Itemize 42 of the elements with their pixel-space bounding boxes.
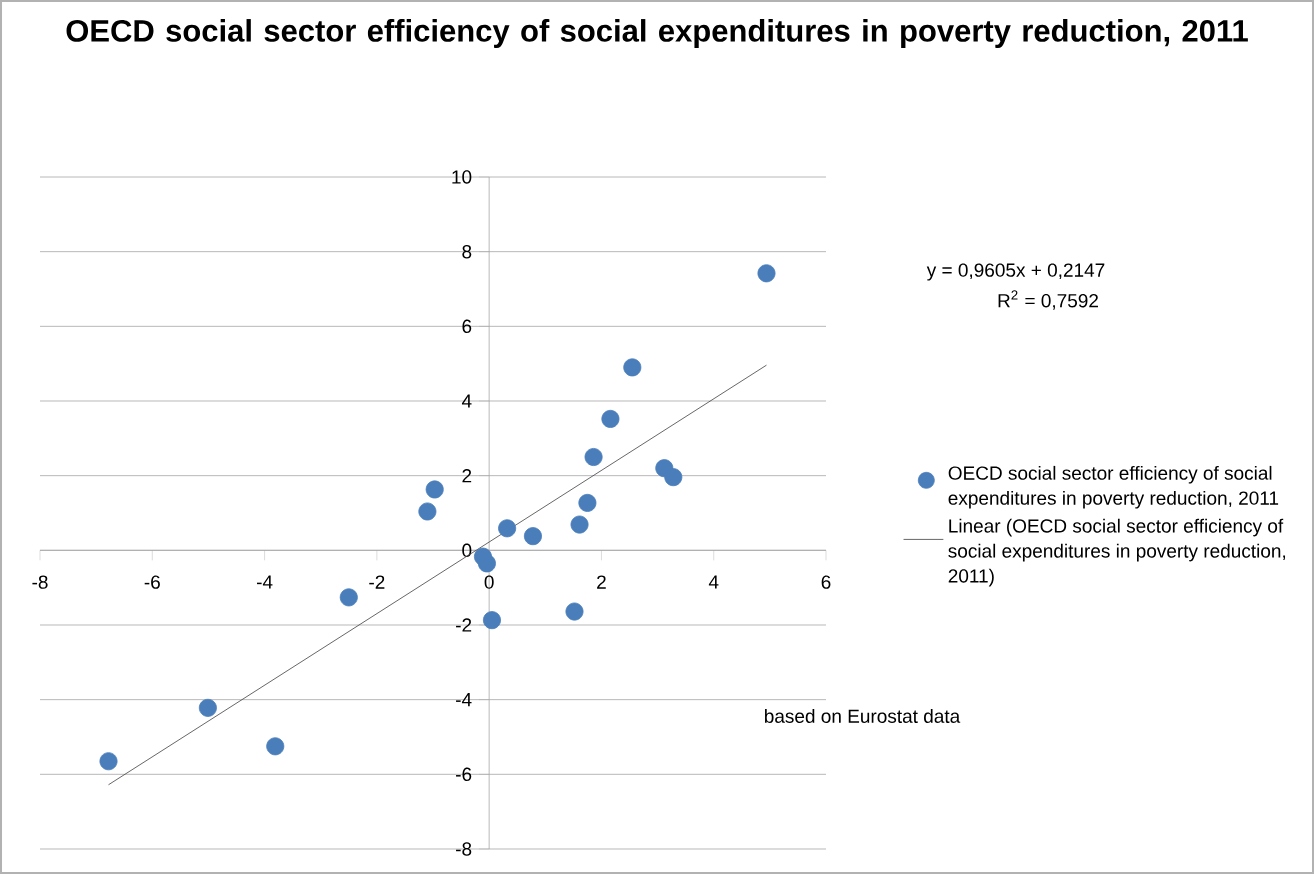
- y-tick-label: 6: [462, 319, 472, 334]
- x-tick-label: 0: [484, 575, 494, 589]
- legend-label: Linear (OECD social sector efficiency of social expenditures in poverty reduction, 2011): [948, 518, 1286, 587]
- y-tick-label: 0: [462, 543, 472, 558]
- point: [601, 409, 620, 428]
- x-tick-label: -2: [369, 575, 385, 589]
- point: [757, 264, 776, 283]
- point: [482, 611, 501, 630]
- y-tick-label: -6: [456, 767, 472, 782]
- x-tick-label: -8: [32, 575, 48, 589]
- point: [570, 515, 589, 534]
- point: [198, 698, 217, 717]
- text: y = 0,9605x + 0,2147: [926, 263, 1105, 281]
- point: [523, 527, 542, 546]
- point: [584, 447, 603, 466]
- point: [623, 358, 642, 377]
- x-tick-label: 6: [821, 575, 831, 589]
- y-tick-label: -4: [456, 693, 472, 707]
- x-tick-label: 2: [597, 575, 606, 589]
- chart-title: OECD social sector efficiency of social expenditures in poverty reduction, 2011: [66, 19, 1248, 48]
- point: [565, 602, 584, 621]
- x-tick-label: -6: [144, 575, 160, 589]
- y-tick-label: -8: [456, 842, 472, 856]
- point: [578, 493, 597, 512]
- point: [418, 502, 437, 521]
- point: [266, 737, 285, 756]
- text: R$^{2}$ = 0,7592: [998, 290, 1098, 310]
- annotation: based on Eurostat data: [764, 709, 961, 723]
- y-tick-label: 10: [452, 170, 472, 184]
- y-tick-label: 4: [461, 394, 472, 408]
- point: [425, 480, 444, 499]
- y-tick-label: 8: [462, 244, 472, 259]
- point: [99, 752, 118, 771]
- point: [664, 468, 683, 487]
- x-tick-label: -4: [256, 575, 273, 589]
- y-tick-label: -2: [456, 618, 472, 632]
- point: [477, 554, 496, 573]
- y-tick-label: 2: [462, 469, 472, 483]
- legend-label: OECD social sector efficiency of social expenditures in poverty reduction, 2011: [948, 465, 1279, 509]
- point: [498, 519, 517, 538]
- x-tick-label: 4: [708, 575, 719, 589]
- point: [339, 588, 358, 607]
